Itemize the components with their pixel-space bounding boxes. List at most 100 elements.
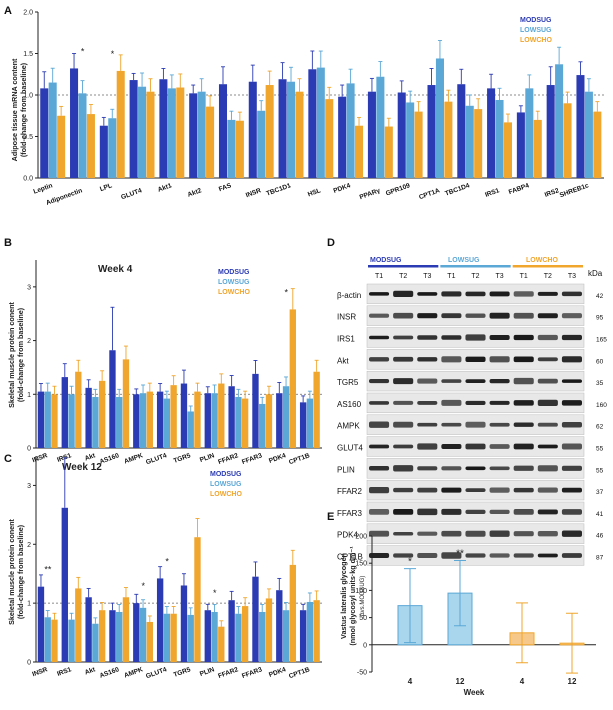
bar-lowcho-plin [218,626,225,662]
bar-lowcho-as160 [122,597,130,662]
blot-band [441,530,462,537]
y-tick-label: 150 [355,561,367,568]
panel-a-ylabel-line2: (fold-change from baseline) [19,62,28,157]
x-tick-label: GLUT4 [120,187,143,201]
panel-e-label: E [327,511,334,523]
bar-lowcho-fas [235,120,244,178]
bar-lowsug-pparγ [376,76,385,178]
y-tick-label: 200 [355,534,367,541]
blot-band [561,465,582,471]
bar-modsug-insr [37,391,45,448]
bar-lowsug-adiponectin [78,93,87,178]
bar-modsug-as160 [109,350,116,448]
blot-band [513,487,534,493]
y-tick-label: 3 [27,483,31,490]
bar-modsug-ffar3 [252,373,259,448]
blot-kda-label: 165 [596,337,607,344]
bar-modsug-leptin [40,88,49,178]
bar-modsug-cpt1b [299,610,307,662]
bar-modsug-plin [204,610,211,662]
blot-group-lowcho: LOWCHO [526,257,558,264]
x-tick-label: IRS2 [544,187,560,199]
blot-group-bar [368,265,439,268]
blot-band [465,530,486,537]
blot-timepoint-label: T2 [544,273,552,280]
blot-band [513,553,534,558]
bar-lowsug-akt1 [167,88,176,178]
bar-lowcho-irs1 [503,122,512,178]
panel-c-legend: MODSUG LOWSUG LOWCHO [210,471,242,498]
x-tick-label: GPR109 [385,182,411,197]
panel-c-label: C [4,453,12,465]
legend-lowsug: LOWSUG [520,27,552,34]
bar-lowcho-hsl [325,99,334,178]
blot-band [561,487,582,493]
x-tick-label: TBC1D4 [444,182,471,197]
blot-band [561,356,582,363]
bar-lowcho-cpt1b [313,600,320,662]
x-tick-label: AS160 [99,452,121,466]
blot-band [561,334,582,341]
blot-band [369,466,390,471]
blot-kda-label: 41 [596,511,604,518]
y-tick-label: 3 [27,284,31,291]
blot-band [465,488,486,493]
blot-band [465,466,486,471]
bar-lowsug-fabp4 [525,88,534,178]
blot-protein-label: TGR5 [337,378,359,387]
x-tick-label: Akt2 [187,187,203,199]
blot-protein-label: IRS1 [337,335,355,344]
blot-group-bar [440,265,511,268]
blot-protein-label: FFAR2 [337,487,362,496]
blot-timepoint-label: T3 [568,273,576,280]
bar-lowcho-insr [51,394,58,448]
bar-lowcho-as160 [122,359,130,448]
blot-band [489,312,510,319]
bar-modsug-as160 [109,610,116,662]
bar-lowsug-tbc1d1 [286,81,296,178]
blot-kda-label: 87 [596,555,604,562]
x-tick-label: Akt1 [157,182,173,194]
legend-lowcho: LOWCHO [218,289,250,296]
blot-band [417,357,438,362]
blot-band [513,291,534,297]
blot-band [369,292,390,296]
blot-band [393,553,414,558]
blot-band [369,530,390,537]
bar-lowsug-irs1 [495,99,504,178]
blot-protein-label: CPT1B [337,553,363,562]
x-tick-label: 4 [408,677,413,686]
y-tick-label: 0.5 [23,134,33,141]
bar-modsug-akt1 [159,79,168,178]
panel-b-legend: MODSUG LOWSUG LOWCHO [218,269,250,296]
blot-band [489,291,510,297]
bar-lowsug-cpt1a [435,58,444,179]
blot-band [393,335,414,340]
blot-band [537,357,558,362]
blot-band [369,401,390,405]
blot-band [537,378,558,384]
y-tick-label: 0 [27,446,31,453]
blot-band [369,553,390,558]
bar-modsug-insr [37,586,45,662]
bar-lowsug-tgr5 [187,411,194,448]
blot-kda-label: 60 [596,358,604,365]
panel-e-ylabel-line2: (nmol glycosyl units·kg dm⁻¹ [348,546,357,646]
blot-protein-label: INSR [337,313,356,322]
blot-band [537,487,558,493]
bar-modsug-irs1 [61,377,68,448]
x-tick-label: PDK4 [333,182,352,195]
bar-lowsug-pdk4 [346,83,355,178]
bar-lowsug-glut4 [138,86,147,178]
bar-modsug-shreb1c [576,75,585,178]
bar-lowsug-ffar2 [235,396,242,448]
blot-band [513,422,534,427]
blot-band [561,291,582,297]
bar-modsug-ffar3 [252,576,259,662]
blot-band [489,487,510,493]
blot-band [393,356,414,362]
bar-lowcho-ffar2 [241,398,249,448]
blot-band [489,509,510,515]
